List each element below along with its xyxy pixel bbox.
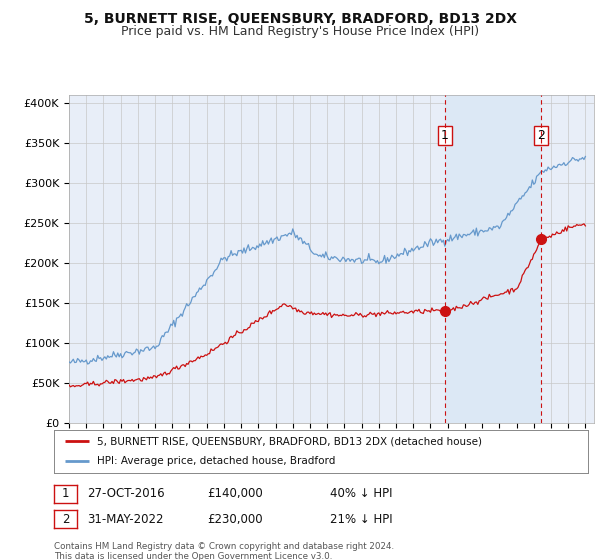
Text: 21% ↓ HPI: 21% ↓ HPI	[330, 512, 392, 526]
Text: 5, BURNETT RISE, QUEENSBURY, BRADFORD, BD13 2DX: 5, BURNETT RISE, QUEENSBURY, BRADFORD, B…	[83, 12, 517, 26]
Text: 2: 2	[62, 512, 69, 526]
Bar	[445, 95, 541, 423]
Text: Contains HM Land Registry data © Crown copyright and database right 2024.
This d: Contains HM Land Registry data © Crown c…	[54, 542, 394, 560]
Text: 40% ↓ HPI: 40% ↓ HPI	[330, 487, 392, 501]
Text: 27-OCT-2016: 27-OCT-2016	[87, 487, 164, 501]
Text: HPI: Average price, detached house, Bradford: HPI: Average price, detached house, Brad…	[97, 456, 335, 466]
Text: 2: 2	[537, 129, 545, 142]
Text: Price paid vs. HM Land Registry's House Price Index (HPI): Price paid vs. HM Land Registry's House …	[121, 25, 479, 38]
Text: £140,000: £140,000	[207, 487, 263, 501]
Text: 31-MAY-2022: 31-MAY-2022	[87, 512, 163, 526]
Text: 5, BURNETT RISE, QUEENSBURY, BRADFORD, BD13 2DX (detached house): 5, BURNETT RISE, QUEENSBURY, BRADFORD, B…	[97, 436, 482, 446]
Text: 1: 1	[441, 129, 449, 142]
Text: £230,000: £230,000	[207, 512, 263, 526]
Text: 1: 1	[62, 487, 69, 501]
